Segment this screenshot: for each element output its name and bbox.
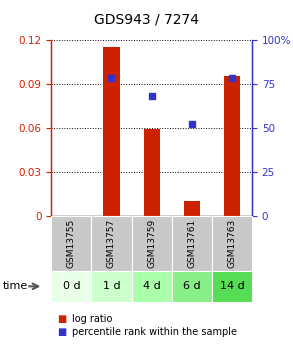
Text: 14 d: 14 d <box>219 282 244 291</box>
Text: percentile rank within the sample: percentile rank within the sample <box>72 327 237 337</box>
Text: GDS943 / 7274: GDS943 / 7274 <box>94 12 199 26</box>
Bar <box>184 201 200 216</box>
Text: 1 d: 1 d <box>103 282 120 291</box>
Text: GSM13757: GSM13757 <box>107 219 116 268</box>
Text: 0 d: 0 d <box>62 282 80 291</box>
Text: GSM13761: GSM13761 <box>187 219 196 268</box>
Text: GSM13755: GSM13755 <box>67 219 76 268</box>
Bar <box>224 76 240 216</box>
Bar <box>144 129 160 216</box>
Text: ■: ■ <box>57 314 67 324</box>
Bar <box>103 47 120 216</box>
Text: log ratio: log ratio <box>72 314 112 324</box>
Text: 4 d: 4 d <box>143 282 161 291</box>
Text: GSM13759: GSM13759 <box>147 219 156 268</box>
Text: ■: ■ <box>57 327 67 337</box>
Text: time: time <box>3 282 28 291</box>
Text: 6 d: 6 d <box>183 282 201 291</box>
Text: GSM13763: GSM13763 <box>227 219 236 268</box>
